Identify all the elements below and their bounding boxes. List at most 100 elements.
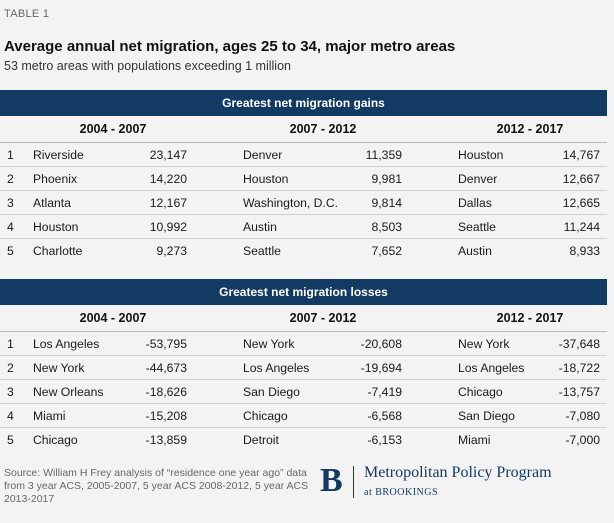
metro-name: Miami xyxy=(458,433,491,447)
metro-name: Los Angeles xyxy=(243,361,310,375)
table-row: 5 Charlotte 9,273 Seattle 7,652 Austin 8… xyxy=(0,239,607,262)
migration-value: 7,652 xyxy=(371,244,403,258)
page-title: Average annual net migration, ages 25 to… xyxy=(4,38,456,55)
metro-name: Seattle xyxy=(458,220,496,234)
metro-name: Chicago xyxy=(33,433,78,447)
metro-name: Denver xyxy=(243,148,283,162)
table-row: 5 Chicago -13,859 Detroit -6,153 Miami -… xyxy=(0,428,607,451)
rank: 5 xyxy=(7,244,14,258)
table-row: 4 Miami -15,208 Chicago -6,568 San Diego… xyxy=(0,404,607,428)
metro-name: New Orleans xyxy=(33,385,104,399)
migration-value: 12,167 xyxy=(149,196,187,210)
migration-value: -15,208 xyxy=(145,409,187,423)
gains-table: Greatest net migration gains 2004 - 2007… xyxy=(0,90,607,262)
org-name: Metropolitan Policy Program xyxy=(364,464,552,481)
migration-value: 23,147 xyxy=(149,148,187,162)
migration-value: 12,667 xyxy=(562,172,600,186)
migration-value: 14,767 xyxy=(562,148,600,162)
metro-name: Charlotte xyxy=(33,244,83,258)
metro-name: New York xyxy=(243,337,295,351)
metro-name: Seattle xyxy=(243,244,281,258)
table-row: 1 Riverside 23,147 Denver 11,359 Houston… xyxy=(0,143,607,167)
migration-value: 11,359 xyxy=(365,148,402,162)
metro-name: Austin xyxy=(458,244,492,258)
metro-name: Miami xyxy=(33,409,66,423)
metro-name: Riverside xyxy=(33,148,84,162)
table-row: 2 New York -44,673 Los Angeles -19,694 L… xyxy=(0,356,607,380)
metro-name: San Diego xyxy=(243,385,300,399)
migration-value: -18,626 xyxy=(145,385,187,399)
losses-period-header: 2004 - 2007 2007 - 2012 2012 - 2017 xyxy=(0,305,607,332)
migration-value: -13,757 xyxy=(558,385,600,399)
migration-value: -7,419 xyxy=(367,385,402,399)
rank: 4 xyxy=(7,220,14,234)
migration-value: 11,244 xyxy=(563,220,600,234)
migration-value: -18,722 xyxy=(558,361,600,375)
rank: 2 xyxy=(7,361,14,375)
period-header-1: 2004 - 2007 xyxy=(79,122,147,136)
migration-value: -6,568 xyxy=(367,409,402,423)
period-header-3: 2012 - 2017 xyxy=(496,122,564,136)
migration-value: 8,933 xyxy=(569,244,601,258)
migration-value: -7,080 xyxy=(565,409,600,423)
rank: 3 xyxy=(7,196,14,210)
metro-name: San Diego xyxy=(458,409,515,423)
metro-name: New York xyxy=(33,361,85,375)
metro-name: Washington, D.C. xyxy=(243,196,339,210)
period-header-2: 2007 - 2012 xyxy=(289,311,357,325)
migration-value: 10,992 xyxy=(149,220,187,234)
table-row: 4 Houston 10,992 Austin 8,503 Seattle 11… xyxy=(0,215,607,239)
metro-name: Los Angeles xyxy=(33,337,100,351)
rank: 1 xyxy=(7,337,14,351)
rank: 4 xyxy=(7,409,14,423)
rank: 3 xyxy=(7,385,14,399)
gains-banner: Greatest net migration gains xyxy=(0,90,607,116)
logo-divider xyxy=(353,466,354,498)
gains-period-header: 2004 - 2007 2007 - 2012 2012 - 2017 xyxy=(0,116,607,143)
period-header-2: 2007 - 2012 xyxy=(289,122,357,136)
migration-value: 14,220 xyxy=(149,172,187,186)
table-row: 3 Atlanta 12,167 Washington, D.C. 9,814 … xyxy=(0,191,607,215)
metro-name: Phoenix xyxy=(33,172,78,186)
migration-value: -20,608 xyxy=(360,337,402,351)
org-subtitle: at BROOKINGS xyxy=(364,487,439,498)
rank: 2 xyxy=(7,172,14,186)
rank: 5 xyxy=(7,433,14,447)
metro-name: Dallas xyxy=(458,196,492,210)
losses-banner: Greatest net migration losses xyxy=(0,279,607,305)
migration-value: 12,665 xyxy=(562,196,600,210)
metro-name: Chicago xyxy=(243,409,288,423)
table-row: 2 Phoenix 14,220 Houston 9,981 Denver 12… xyxy=(0,167,607,191)
migration-value: -7,000 xyxy=(565,433,600,447)
brookings-logo-icon: B xyxy=(320,462,343,499)
metro-name: New York xyxy=(458,337,510,351)
source-note: Source: William H Frey analysis of “resi… xyxy=(4,467,309,505)
metro-name: Los Angeles xyxy=(458,361,525,375)
migration-value: 9,273 xyxy=(156,244,188,258)
migration-value: -44,673 xyxy=(145,361,187,375)
metro-name: Houston xyxy=(458,148,504,162)
metro-name: Chicago xyxy=(458,385,503,399)
metro-name: Atlanta xyxy=(33,196,71,210)
migration-value: -19,694 xyxy=(360,361,402,375)
page-subtitle: 53 metro areas with populations exceedin… xyxy=(4,59,291,73)
period-header-1: 2004 - 2007 xyxy=(79,311,147,325)
migration-value: 8,503 xyxy=(371,220,403,234)
table-label: TABLE 1 xyxy=(4,8,50,20)
migration-value: -13,859 xyxy=(145,433,187,447)
table-row: 3 New Orleans -18,626 San Diego -7,419 C… xyxy=(0,380,607,404)
metro-name: Detroit xyxy=(243,433,279,447)
losses-table: Greatest net migration losses 2004 - 200… xyxy=(0,279,607,451)
period-header-3: 2012 - 2017 xyxy=(496,311,564,325)
table-row: 1 Los Angeles -53,795 New York -20,608 N… xyxy=(0,332,607,356)
migration-value: 9,981 xyxy=(371,172,403,186)
metro-name: Houston xyxy=(243,172,289,186)
migration-value: -53,795 xyxy=(145,337,187,351)
metro-name: Austin xyxy=(243,220,277,234)
migration-value: -37,648 xyxy=(558,337,600,351)
migration-value: -6,153 xyxy=(367,433,402,447)
rank: 1 xyxy=(7,148,14,162)
losses-rows: 1 Los Angeles -53,795 New York -20,608 N… xyxy=(0,332,607,451)
metro-name: Houston xyxy=(33,220,79,234)
metro-name: Denver xyxy=(458,172,498,186)
